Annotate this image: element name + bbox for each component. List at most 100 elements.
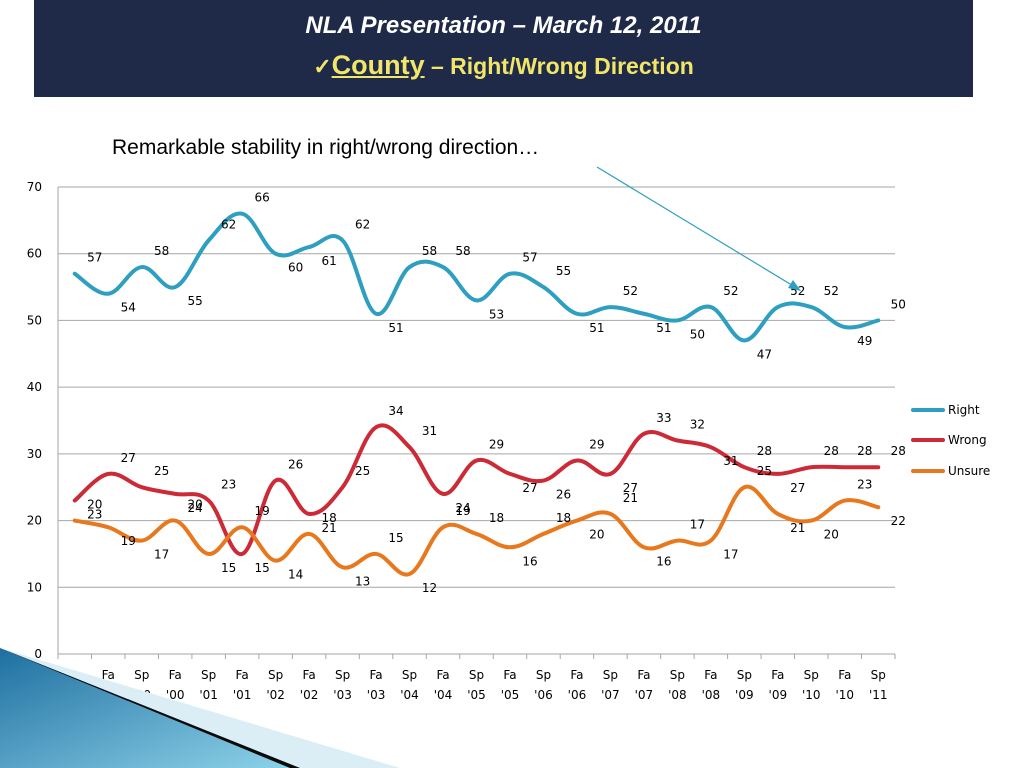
x-tick-label-season: Sp [670,668,685,682]
x-tick-label-season: Fa [771,668,784,682]
data-label-wrong: 27 [790,481,805,495]
x-tick-label-season: Sp [804,668,819,682]
y-tick-label: 40 [27,380,42,394]
data-label-right: 57 [522,251,537,265]
data-label-wrong: 26 [288,458,303,472]
data-label-unsure: 12 [422,581,437,595]
annotation-arrowhead [788,280,801,291]
data-label-right: 52 [824,284,839,298]
data-label-right: 52 [723,284,738,298]
x-tick-label-year: '03 [333,688,352,702]
data-label-wrong: 23 [221,478,236,492]
x-tick-label-season: Sp [201,668,216,682]
data-label-right: 58 [455,244,470,258]
series-line-wrong [72,423,881,556]
x-tick-label-year: '02 [300,688,319,702]
data-label-wrong: 28 [757,444,772,458]
data-label-unsure: 14 [288,568,303,582]
data-label-wrong: 32 [690,418,705,432]
x-tick-label-year: '02 [266,688,285,702]
data-label-unsure: 18 [321,511,336,525]
x-tick-label-season: Fa [503,668,516,682]
data-label-unsure: 17 [723,548,738,562]
data-label-wrong: 28 [857,444,872,458]
x-tick-label-season: Sp [134,668,149,682]
x-tick-label-season: Sp [268,668,283,682]
y-tick-label: 30 [27,447,42,461]
data-label-unsure: 20 [188,498,203,512]
y-tick-label: 20 [27,514,42,528]
x-tick-label-season: Sp [737,668,752,682]
chart-subtitle: Remarkable stability in right/wrong dire… [112,136,540,159]
data-label-wrong: 28 [891,444,906,458]
data-label-wrong: 23 [87,508,102,522]
data-label-right: 66 [254,191,269,205]
data-label-wrong: 29 [489,438,504,452]
data-label-right: 53 [489,307,504,321]
y-tick-label: 70 [27,180,42,194]
data-label-wrong: 25 [154,464,169,478]
data-label-wrong: 31 [422,424,437,438]
heading-rest: – Right/Wrong Direction [431,53,694,79]
y-tick-label: 60 [27,247,42,261]
x-tick-label-season: Fa [369,668,382,682]
x-tick-label-season: Sp [871,668,886,682]
data-label-unsure: 19 [254,504,269,518]
data-label-unsure: 22 [891,514,906,528]
y-tick-label: 0 [34,647,42,661]
data-label-right: 57 [87,251,102,265]
data-label-wrong: 27 [522,481,537,495]
x-tick-label-year: '00 [166,688,185,702]
legend-label-wrong: Wrong [948,433,987,447]
data-label-wrong: 24 [455,501,470,515]
series-line-right [72,211,881,343]
data-label-wrong: 31 [723,454,738,468]
x-tick-label-season: Fa [704,668,717,682]
x-tick-label-season: Sp [402,668,417,682]
data-label-right: 55 [556,264,571,278]
legend-label-unsure: Unsure [948,464,990,478]
series-line-unsure [72,484,881,577]
data-label-right: 61 [321,254,336,268]
x-tick-label-season: Sp [536,668,551,682]
x-tick-label-year: '09 [735,688,754,702]
x-tick-label-year: '01 [233,688,252,702]
data-label-wrong: 29 [589,438,604,452]
x-tick-label-year: '07 [635,688,654,702]
x-tick-label-year: '04 [434,688,453,702]
data-label-wrong: 21 [321,521,336,535]
data-label-right: 49 [857,334,872,348]
legend-label-right: Right [948,403,980,417]
data-label-unsure: 20 [824,528,839,542]
y-tick-label: 10 [27,580,42,594]
data-label-right: 51 [656,321,671,335]
x-tick-label-season: Fa [236,668,249,682]
x-tick-label-year: '04 [400,688,419,702]
x-tick-label-season: Fa [838,668,851,682]
data-label-unsure: 20 [589,528,604,542]
data-label-unsure: 15 [221,561,236,575]
x-tick-label-season: Fa [570,668,583,682]
data-label-unsure: 19 [121,534,136,548]
x-tick-label-year: '01 [199,688,218,702]
slide-heading: ✓County – Right/Wrong Direction [34,50,973,81]
data-label-unsure: 25 [757,464,772,478]
x-tick-label-season: Fa [169,668,182,682]
data-label-wrong: 15 [254,561,269,575]
data-label-wrong: 34 [388,404,403,418]
data-label-right: 50 [891,297,906,311]
data-label-right: 51 [589,321,604,335]
data-label-right: 60 [288,261,303,275]
x-tick-label-year: '10 [835,688,854,702]
data-label-unsure: 17 [154,548,169,562]
x-tick-label-year: '05 [501,688,520,702]
data-label-right: 52 [623,284,638,298]
x-tick-label-year: '06 [534,688,553,702]
checkmark-icon: ✓ [313,54,332,79]
x-tick-label-season: Fa [102,668,115,682]
data-label-right: 58 [154,244,169,258]
data-label-right: 51 [388,321,403,335]
data-label-unsure: 19 [455,504,470,518]
data-label-unsure: 18 [489,511,504,525]
x-tick-label-season: Sp [469,668,484,682]
